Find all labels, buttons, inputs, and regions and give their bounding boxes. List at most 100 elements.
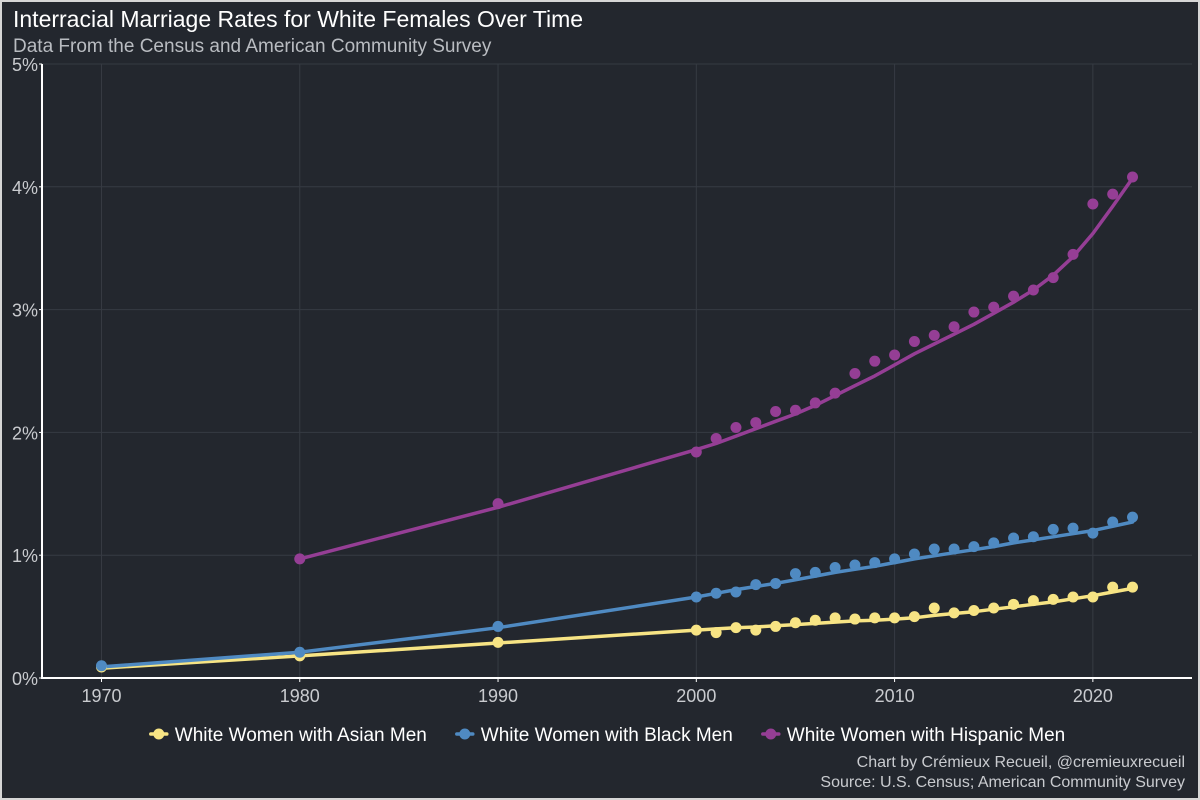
trend-lines (99, 176, 1135, 670)
data-point-series-0 (809, 614, 821, 626)
legend-key-dot (459, 728, 471, 740)
data-point-series-0 (690, 624, 702, 636)
trend-line-series-2 (298, 176, 1135, 561)
data-point-series-1 (889, 553, 901, 565)
data-point-series-1 (928, 543, 940, 555)
x-tick-label: 2020 (1073, 686, 1113, 706)
y-tick-label: 5% (12, 55, 38, 75)
x-tick-label: 1990 (478, 686, 518, 706)
data-point-series-0 (770, 620, 782, 632)
y-tick-label: 2% (12, 423, 38, 443)
y-tick-label: 1% (12, 546, 38, 566)
data-point-series-2 (889, 349, 901, 361)
data-point-series-2 (294, 553, 306, 565)
legend-item-0: White Women with Asian Men (149, 725, 427, 746)
data-point-series-1 (908, 548, 920, 560)
legend: White Women with Asian Men White Women wi… (149, 725, 1065, 746)
data-point-series-0 (1127, 581, 1139, 593)
data-points (95, 171, 1139, 673)
grid-lines (42, 63, 1192, 679)
data-point-series-2 (770, 406, 782, 418)
data-point-series-2 (1047, 272, 1059, 284)
data-point-series-1 (809, 566, 821, 578)
data-point-series-0 (789, 617, 801, 629)
data-point-series-1 (869, 557, 881, 569)
chart-source: Source: U.S. Census; American Community … (820, 774, 1185, 791)
data-point-series-1 (1087, 527, 1099, 539)
data-point-series-0 (750, 624, 762, 636)
data-point-series-1 (789, 568, 801, 580)
data-point-series-0 (928, 602, 940, 614)
data-point-series-2 (869, 355, 881, 367)
data-point-series-0 (1008, 598, 1020, 610)
data-point-series-0 (1087, 591, 1099, 603)
data-point-series-2 (849, 367, 861, 379)
data-point-series-0 (988, 602, 1000, 614)
data-point-series-1 (1067, 522, 1079, 534)
legend-key-dot (765, 728, 777, 740)
data-point-series-1 (690, 591, 702, 603)
legend-label: White Women with Asian Men (175, 725, 427, 746)
data-point-series-1 (770, 577, 782, 589)
y-tick-label: 0% (12, 669, 38, 689)
data-point-series-2 (690, 446, 702, 458)
data-point-series-2 (730, 421, 742, 433)
chart-title: Interracial Marriage Rates for White Fem… (13, 6, 584, 32)
data-point-series-1 (492, 620, 504, 632)
data-point-series-0 (948, 607, 960, 619)
data-point-series-2 (908, 336, 920, 348)
x-tick-label: 1980 (280, 686, 320, 706)
y-tick-label: 3% (12, 301, 38, 321)
chart-credit: Chart by Crémieux Recueil, @cremieuxrecu… (856, 754, 1185, 771)
data-point-series-1 (829, 561, 841, 573)
x-tick-label: 1970 (81, 686, 121, 706)
data-point-series-0 (1027, 595, 1039, 607)
data-point-series-0 (1047, 593, 1059, 605)
data-point-series-2 (750, 417, 762, 429)
data-point-series-2 (1127, 171, 1139, 183)
legend-label: White Women with Black Men (481, 725, 733, 746)
data-point-series-1 (730, 586, 742, 598)
data-point-series-1 (988, 537, 1000, 549)
data-point-series-1 (1107, 516, 1119, 528)
data-point-series-1 (1127, 511, 1139, 523)
data-point-series-1 (1008, 532, 1020, 544)
data-point-series-0 (1067, 591, 1079, 603)
data-point-series-0 (849, 613, 861, 625)
data-point-series-2 (789, 404, 801, 416)
data-point-series-1 (294, 646, 306, 658)
data-point-series-2 (968, 306, 980, 318)
data-point-series-1 (948, 543, 960, 555)
data-point-series-2 (829, 387, 841, 399)
x-tick-label: 2010 (875, 686, 915, 706)
data-point-series-2 (710, 433, 722, 445)
data-point-series-0 (492, 636, 504, 648)
data-point-series-0 (869, 612, 881, 624)
chart-subtitle: Data From the Census and American Commun… (13, 36, 492, 57)
data-point-series-2 (948, 321, 960, 333)
data-point-series-2 (1008, 290, 1020, 302)
data-point-series-1 (710, 587, 722, 599)
legend-item-1: White Women with Black Men (455, 725, 733, 746)
data-point-series-1 (750, 579, 762, 591)
data-point-series-0 (908, 611, 920, 623)
data-point-series-1 (968, 541, 980, 553)
x-tick-label: 2000 (676, 686, 716, 706)
legend-key-dot (153, 728, 165, 740)
data-point-series-0 (968, 604, 980, 616)
y-tick-label: 4% (12, 178, 38, 198)
legend-item-2: White Women with Hispanic Men (761, 725, 1065, 746)
data-point-series-2 (988, 301, 1000, 313)
data-point-series-1 (849, 559, 861, 571)
tick-labels: 0% 1% 2% 3% 4% 5% 1970 1980 1990 2000 2010 2020 (12, 55, 1113, 706)
data-point-series-1 (95, 660, 107, 672)
legend-label: White Women with Hispanic Men (787, 725, 1065, 746)
data-point-series-0 (889, 612, 901, 624)
data-point-series-2 (928, 329, 940, 341)
data-point-series-0 (829, 612, 841, 624)
data-point-series-2 (1027, 284, 1039, 296)
data-point-series-0 (710, 627, 722, 639)
data-point-series-2 (1087, 198, 1099, 210)
